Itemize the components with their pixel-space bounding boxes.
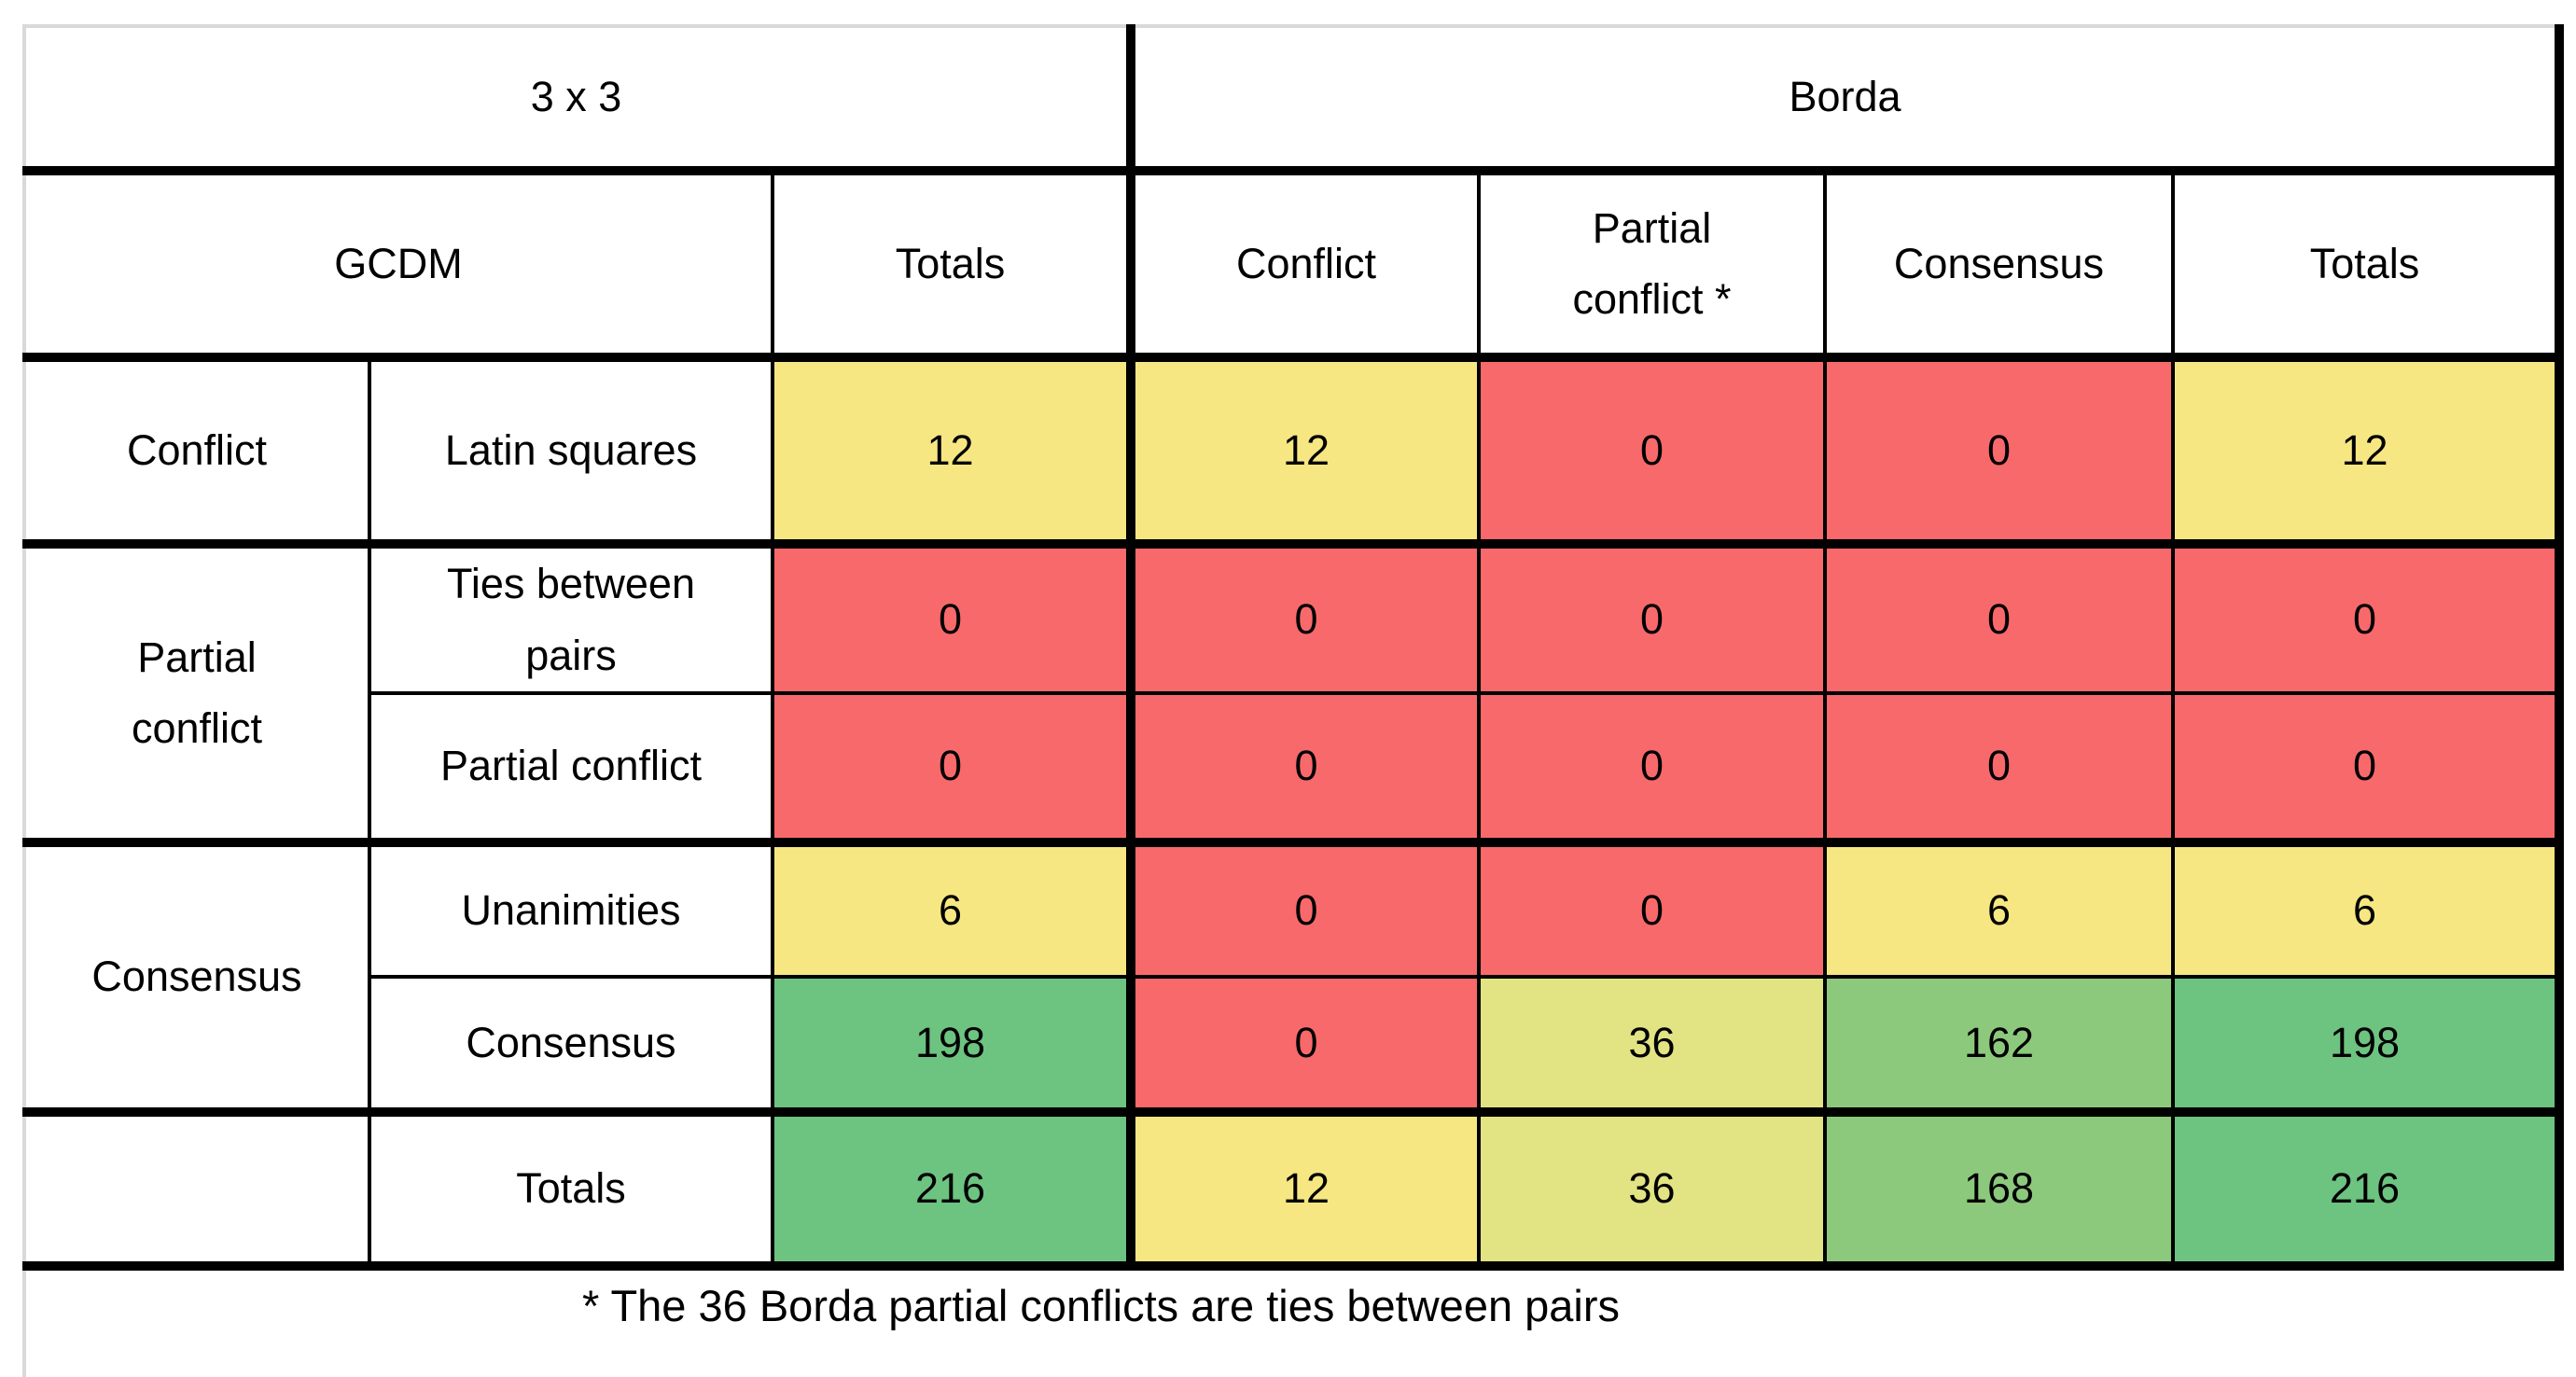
borda-header-cell: Borda [1125,24,2565,175]
table-row: Consensus 198 0 36 162 198 [24,977,2565,1117]
value-cell: 0 [1823,357,2173,549]
borda-totals-header-cell: Totals [2170,171,2565,362]
table-row: Consensus Unanimities 6 0 0 6 6 [22,842,2565,1117]
value-cell: 0 [1477,693,1825,847]
category-label-cell: Ties between pairs [368,544,773,695]
borda-conflict-header-cell: Conflict [1126,171,1479,362]
table-row: Partial conflict 0 0 0 0 0 [24,693,2565,847]
value-cell: 0 [771,693,1131,847]
value-cell: 0 [1126,842,1479,979]
category-label-cell: Consensus [368,977,773,1117]
matrix-size-header-cell: 3 x 3 [22,24,1131,175]
table-row: GCDM Totals Conflict Partial conflict * … [22,171,2565,362]
value-cell: 36 [1477,977,1825,1117]
value-cell: 0 [1126,693,1479,847]
footnote-text: * The 36 Borda partial conflicts are tie… [581,1281,1621,1330]
value-cell: 0 [2170,544,2565,695]
gcdm-totals-header-cell: Totals [771,171,1131,362]
value-cell: 0 [1823,693,2173,847]
value-cell: 0 [1477,357,1825,549]
table-row: 3 x 3 Borda [22,24,2565,175]
category-label-cell: Totals [368,1112,773,1271]
value-cell: 36 [1477,1112,1825,1271]
table-row: Partial conflict Ties between pairs 0 0 … [22,544,2565,847]
value-cell: 12 [1126,1112,1479,1271]
value-cell: 6 [1823,842,2173,979]
table-row: Totals 216 12 36 168 216 [22,1112,2565,1271]
value-cell: 0 [1477,544,1825,695]
value-cell: 216 [2170,1112,2565,1271]
value-cell: 0 [1126,977,1479,1117]
value-cell: 198 [771,977,1131,1117]
group-label-cell: Conflict [22,357,369,549]
group-label-cell [22,1112,369,1271]
value-cell: 216 [771,1112,1131,1271]
gcdm-header-cell: GCDM [22,171,773,362]
value-cell: 162 [1823,977,2173,1117]
value-cell: 6 [2170,842,2565,979]
value-cell: 0 [771,544,1131,695]
value-cell: 0 [2170,693,2565,847]
value-cell: 168 [1823,1112,2173,1271]
value-cell: 12 [1126,357,1479,549]
group-label-cell: Partial conflict [22,544,369,847]
borda-consensus-header-cell: Consensus [1823,171,2173,362]
borda-partial-conflict-header-cell: Partial conflict * [1477,171,1825,362]
results-table: 3 x 3 Borda GCDM Totals Conflict Partial… [22,24,2565,1271]
category-label-cell: Partial conflict [368,693,773,847]
value-cell: 0 [1477,842,1825,979]
value-cell: 0 [1823,544,2173,695]
category-label-cell: Latin squares [368,357,773,549]
value-cell: 12 [771,357,1131,549]
category-label-cell: Unanimities [368,842,773,979]
table-row: Conflict Latin squares 12 12 0 0 12 [22,357,2565,549]
group-label-cell: Consensus [22,842,369,1117]
value-cell: 12 [2170,357,2565,549]
value-cell: 6 [771,842,1131,979]
value-cell: 198 [2170,977,2565,1117]
value-cell: 0 [1126,544,1479,695]
